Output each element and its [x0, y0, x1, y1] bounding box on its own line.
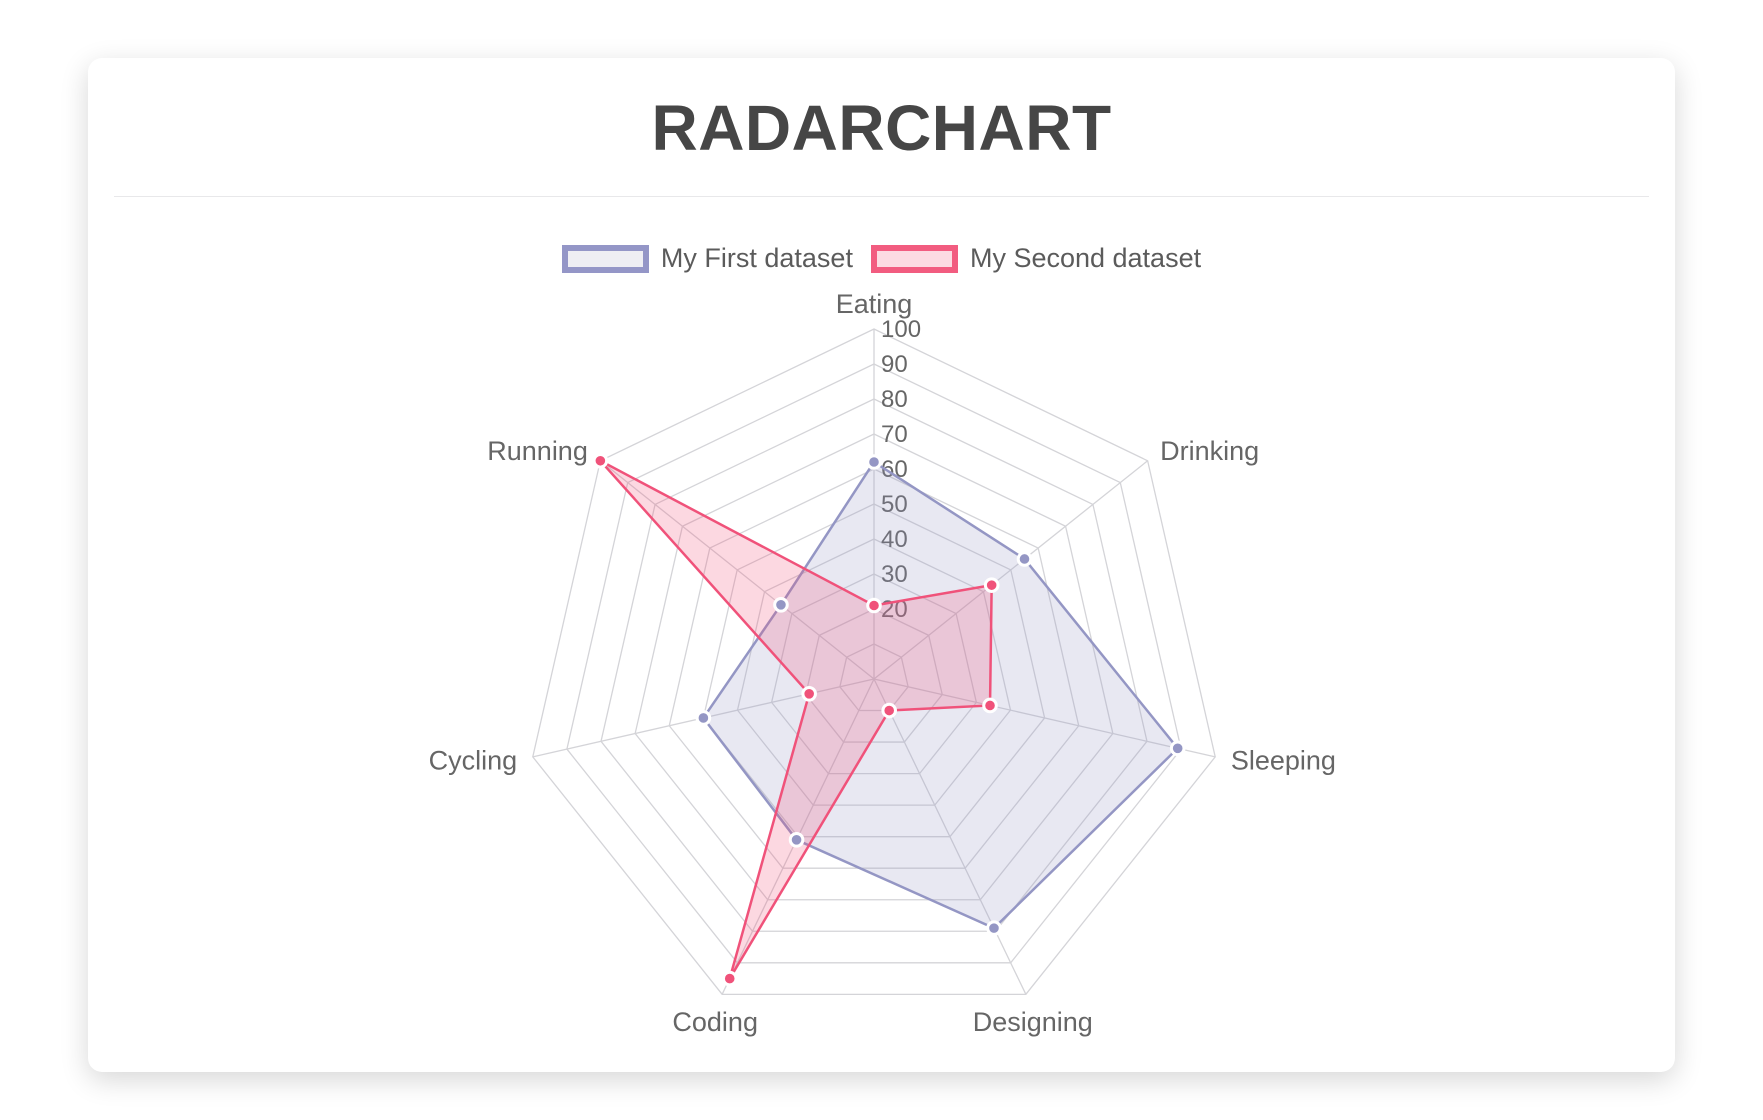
svg-text:Eating: Eating — [836, 289, 913, 319]
svg-text:Designing: Designing — [973, 1007, 1093, 1037]
svg-text:Sleeping: Sleeping — [1231, 745, 1336, 775]
svg-text:70: 70 — [881, 421, 908, 448]
svg-text:Running: Running — [487, 436, 588, 466]
svg-text:90: 90 — [881, 351, 908, 378]
svg-text:Cycling: Cycling — [429, 745, 518, 775]
svg-text:100: 100 — [881, 316, 921, 343]
svg-text:Coding: Coding — [672, 1007, 758, 1037]
svg-text:Drinking: Drinking — [1160, 436, 1259, 466]
svg-text:80: 80 — [881, 386, 908, 413]
